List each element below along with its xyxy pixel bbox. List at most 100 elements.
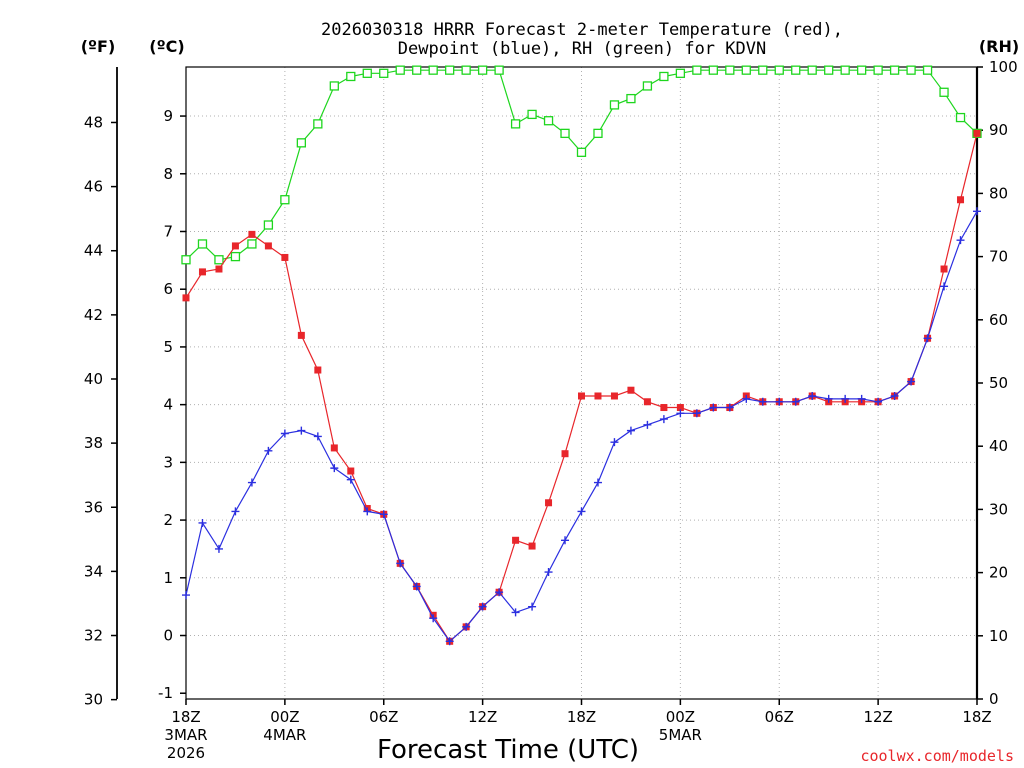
chart-title-line-1: 2026030318 HRRR Forecast 2-meter Tempera… [321,20,843,40]
celsius-tick-label: 9 [163,107,173,125]
fahrenheit-tick-label: 36 [84,498,103,516]
temperature-point [347,467,355,475]
rh-tick-label: 20 [989,564,1008,582]
dewpoint-point [214,544,223,553]
temperature-point [940,265,948,273]
dewpoint-point [956,236,965,245]
dewpoint-point [742,394,751,403]
celsius-tick-label: 6 [163,280,173,298]
dewpoint-point [330,464,339,473]
rh-point [708,65,718,75]
celsius-tick-label: 4 [163,396,173,414]
rh-point [181,255,191,265]
dewpoint-point [231,507,240,516]
rh-point [247,239,257,249]
dewpoint-point [346,475,355,484]
dewpoint-point [313,432,322,441]
celsius-tick-label: 3 [163,453,173,471]
rh-point [939,87,949,97]
rh-point [774,65,784,75]
dewpoint-point [412,582,421,591]
dewpoint-point [297,426,306,435]
celsius-tick-label: 1 [163,569,173,587]
temperature-point [610,392,618,400]
dewpoint-point [396,559,405,568]
temperature-point [264,242,272,250]
rh-point [807,65,817,75]
dewpoint-point [643,420,652,429]
celsius-tick-label: 5 [163,338,173,356]
x-axis-label: Forecast Time (UTC) [377,735,639,765]
rh-point [791,65,801,75]
rh-point [477,65,488,75]
rh-point [840,65,850,75]
rh-point [527,109,537,120]
rh-point [922,65,933,75]
rh-point [346,71,356,82]
dewpoint-point [462,622,471,631]
dewpoint-point [561,536,570,545]
rh-point [609,100,620,110]
celsius-tick-label: -1 [158,684,173,702]
temperature-point [512,536,520,544]
rh-point [197,239,208,249]
x-tick-label: 18Z [171,708,200,726]
dewpoint-point [659,415,668,424]
dewpoint-point [247,478,256,487]
temperature-point [578,392,585,400]
rh-point [824,65,834,75]
temperature-point [528,542,536,550]
dewpoint-point [923,334,932,343]
x-tick-label: 12Z [468,708,497,726]
rh-tick-label: 60 [989,311,1008,329]
x-tick-label: 12Z [863,708,892,726]
rh-point [725,65,735,75]
rh-point [412,65,422,75]
x-tick-label: 00Z [270,708,299,726]
dewpoint-point [544,568,553,577]
temperature-point [297,331,305,339]
rh-point [214,255,224,265]
rh-point [510,119,521,129]
temperature-point [627,386,635,394]
dewpoint-point [593,478,602,487]
fahrenheit-tick-label: 40 [84,370,103,388]
celsius-tick-label: 7 [163,222,173,240]
dewpoint-point [280,429,289,438]
dewpoint-point [791,397,800,406]
temperature-point [594,392,602,400]
rh-point [362,68,372,78]
rh-point [856,65,867,75]
temperature-point [545,499,553,507]
dewpoint-point [940,282,949,291]
x-tick-label: 00Z [666,708,695,726]
fahrenheit-tick-label: 38 [84,434,103,452]
rh-point [758,65,768,75]
x-tick-label: 06Z [369,708,398,726]
dewpoint-point [577,507,586,516]
rh-tick-label: 0 [989,690,999,708]
dewpoint-point [478,602,487,611]
celsius-unit-label: (ºC) [149,37,184,56]
dewpoint-point [692,409,701,418]
temperature-point [248,230,256,238]
dewpoint-point [973,207,981,216]
temperature-point [561,450,569,458]
temperature-point [643,398,651,406]
rh-point [428,65,438,75]
temperature-point [973,129,981,137]
rh-unit-label: (RH) [979,37,1019,56]
celsius-tick-label: 2 [163,511,173,529]
x-tick-label: 3MAR [164,726,207,744]
rh-tick-label: 10 [989,627,1008,645]
rh-point [445,65,455,75]
rh-point [889,65,900,75]
dewpoint-point [676,409,685,418]
dewpoint-point [445,637,454,646]
dewpoint-point [198,518,207,527]
celsius-tick-label: 0 [163,627,173,645]
x-tick-label: 18Z [567,708,596,726]
rh-point [379,68,389,78]
fahrenheit-tick-label: 46 [84,178,103,196]
